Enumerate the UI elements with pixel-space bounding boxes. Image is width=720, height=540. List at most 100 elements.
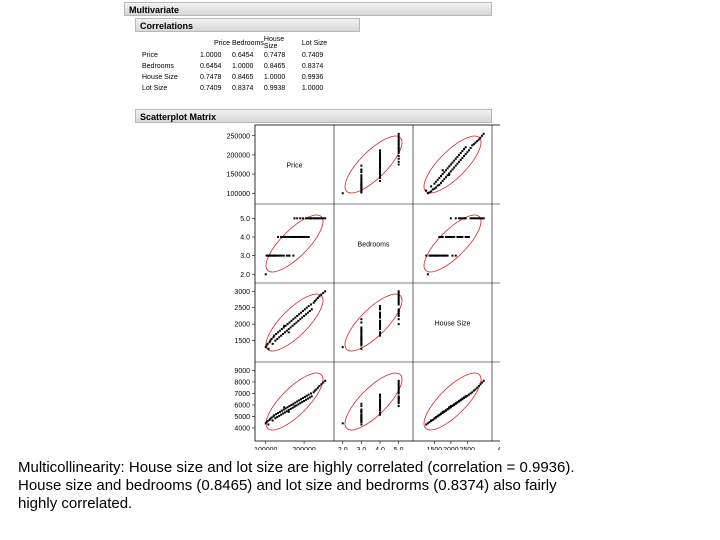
data-point <box>303 235 306 238</box>
data-point <box>360 333 363 335</box>
data-point <box>360 337 363 340</box>
data-point <box>307 305 310 308</box>
x-tick-label: 4.0 <box>375 447 385 450</box>
data-point <box>441 179 444 182</box>
data-point <box>297 403 300 406</box>
data-point <box>397 293 400 296</box>
x-tick-label: 2.0 <box>338 447 348 450</box>
data-point <box>379 393 382 396</box>
correlations-header[interactable]: Correlations <box>135 18 360 32</box>
data-point <box>286 323 289 326</box>
data-point <box>275 254 278 257</box>
data-point <box>283 324 286 327</box>
data-point <box>458 217 461 220</box>
data-point <box>294 235 297 238</box>
data-point <box>289 407 292 410</box>
corr-cell: 0.8374 <box>301 63 324 70</box>
data-point <box>360 328 363 331</box>
data-point <box>310 395 313 398</box>
data-point <box>397 396 400 399</box>
data-point <box>379 161 382 164</box>
data-point <box>276 416 279 419</box>
data-point <box>379 169 382 172</box>
data-point <box>360 183 363 186</box>
data-point <box>438 176 441 179</box>
data-point <box>305 235 308 238</box>
data-point <box>467 393 470 396</box>
data-point <box>397 140 400 143</box>
correlations-row: Lot Size 0.7409 0.8374 0.9938 1.0000 <box>142 83 332 94</box>
data-point <box>320 383 323 386</box>
data-point <box>379 407 382 410</box>
data-point <box>266 342 269 345</box>
corr-cell: 0.6454 <box>200 63 222 70</box>
data-point <box>285 329 288 332</box>
data-point <box>461 235 464 238</box>
data-point <box>449 170 452 173</box>
data-point <box>448 172 451 175</box>
scatterplot-matrix: 100000 150000 200000 250000 Price 2.0 3.0 4.0 5.… <box>227 124 500 450</box>
data-point <box>291 324 294 327</box>
data-point <box>360 417 363 420</box>
data-point <box>300 311 303 314</box>
data-point <box>397 388 400 391</box>
data-point <box>315 217 318 220</box>
data-point <box>268 341 271 344</box>
data-point <box>292 318 295 321</box>
data-point <box>397 148 400 151</box>
data-point <box>397 400 400 403</box>
data-point <box>306 311 309 314</box>
data-point <box>360 164 363 167</box>
corr-col-header: Price <box>214 39 230 47</box>
data-point <box>341 192 344 195</box>
data-point <box>438 413 441 416</box>
data-point <box>379 412 382 415</box>
corr-cell: 1.0000 <box>263 74 286 81</box>
data-point <box>476 140 479 143</box>
data-point <box>271 342 274 345</box>
data-point <box>467 149 470 152</box>
data-point <box>466 235 469 238</box>
data-point <box>308 396 311 399</box>
data-point <box>438 183 441 186</box>
corr-cell: 0.7409 <box>200 85 222 92</box>
data-point <box>397 395 400 398</box>
data-point <box>379 319 382 322</box>
data-point <box>266 420 269 423</box>
density-ellipse <box>423 372 482 431</box>
x-tick-label: 200000 <box>292 447 315 450</box>
data-point <box>264 273 267 276</box>
data-point <box>305 398 307 401</box>
data-point <box>379 404 382 407</box>
data-point <box>286 235 289 238</box>
data-point <box>397 134 400 137</box>
data-point <box>295 235 298 238</box>
data-point <box>290 403 293 406</box>
corr-row-label: Price <box>142 52 158 59</box>
density-ellipse <box>495 207 500 280</box>
corr-col-header: Lot Size <box>301 39 328 47</box>
data-point <box>479 136 482 139</box>
data-point <box>305 313 307 316</box>
data-point <box>449 235 452 238</box>
data-point <box>379 316 382 319</box>
data-point <box>426 273 429 276</box>
data-point <box>397 290 400 293</box>
data-point <box>324 290 327 293</box>
correlations-table: Price Bedrooms House Size Lot Size Price… <box>142 36 332 94</box>
scatterplot-header[interactable]: Scatterplot Matrix <box>135 109 492 123</box>
data-point <box>440 181 442 184</box>
data-point <box>301 316 304 319</box>
data-point <box>287 328 290 331</box>
data-point <box>464 146 467 149</box>
data-point <box>360 347 363 350</box>
multivariate-header[interactable]: Multivariate <box>124 2 492 16</box>
data-point <box>379 179 382 182</box>
data-point <box>397 308 400 311</box>
data-point <box>278 410 281 413</box>
x-tick-label: 100000 <box>254 447 277 450</box>
data-point <box>430 190 433 193</box>
diagonal-variable-label: House Size <box>435 321 471 328</box>
data-point <box>379 413 382 416</box>
data-point <box>283 235 286 238</box>
